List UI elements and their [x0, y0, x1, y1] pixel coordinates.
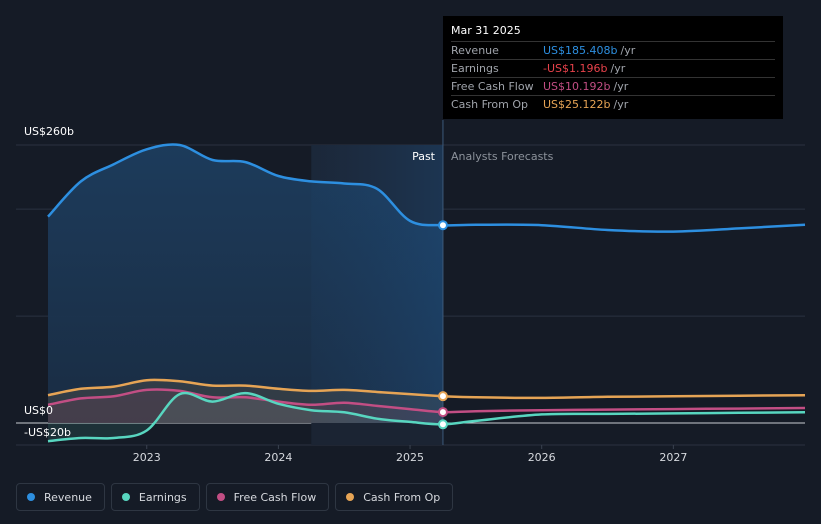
tooltip-unit: /yr — [610, 62, 626, 75]
marker-earnings — [437, 419, 448, 430]
tooltip-value: -US$1.196b — [543, 62, 608, 75]
legend-label: Cash From Op — [363, 490, 441, 504]
legend-item-earnings[interactable]: Earnings — [110, 483, 200, 511]
tooltip-value: US$10.192b — [543, 80, 611, 93]
legend-label: Revenue — [44, 490, 92, 504]
tooltip-row-revenue: Revenue US$185.408b /yr — [451, 42, 775, 60]
tooltip-unit: /yr — [613, 80, 629, 93]
marker-cash-from-op — [437, 391, 448, 402]
highlight-band — [311, 145, 443, 423]
legend-dot-icon — [216, 493, 225, 501]
legend-item-revenue[interactable]: Revenue — [16, 483, 105, 511]
line-cash-from-op — [47, 378, 806, 400]
tooltip-label: Revenue — [451, 44, 499, 57]
legend-label: Free Cash Flow — [233, 490, 317, 504]
legend-item-free-cash-flow[interactable]: Free Cash Flow — [205, 483, 330, 511]
line-free-cash-flow — [47, 388, 806, 414]
tooltip: Mar 31 2025 Revenue US$185.408b /yr Earn… — [443, 16, 783, 119]
tooltip-unit: /yr — [620, 44, 636, 57]
line-earnings — [47, 391, 806, 443]
x-tick-label: 2023 — [133, 451, 161, 464]
x-tick-label: 2024 — [264, 451, 292, 464]
legend-item-cash-from-op[interactable]: Cash From Op — [335, 483, 454, 511]
legend-dot-icon — [346, 493, 355, 501]
marker-revenue — [437, 220, 448, 231]
tooltip-label: Free Cash Flow — [451, 80, 534, 93]
x-tick-label: 2027 — [659, 451, 687, 464]
y-axis-bottom-label: -US$20b — [24, 426, 71, 439]
y-axis-top-label: US$260b — [24, 125, 74, 138]
legend: Revenue Earnings Free Cash Flow Cash Fro… — [16, 483, 454, 511]
x-tick-label: 2026 — [528, 451, 556, 464]
past-label: Past — [412, 150, 436, 163]
y-axis-zero-label: US$0 — [24, 404, 53, 417]
forecast-label: Analysts Forecasts — [451, 150, 554, 163]
legend-dot-icon — [121, 493, 130, 501]
tooltip-label: Earnings — [451, 62, 499, 75]
legend-dot-icon — [27, 493, 35, 501]
legend-label: Earnings — [138, 490, 187, 504]
line-revenue — [47, 143, 806, 233]
tooltip-unit: /yr — [613, 98, 629, 111]
marker-free-cash-flow — [437, 407, 448, 418]
x-tick-label: 2025 — [396, 451, 424, 464]
tooltip-date: Mar 31 2025 — [451, 23, 775, 42]
tooltip-value: US$185.408b — [543, 44, 618, 57]
tooltip-row-cash-from-op: Cash From Op US$25.122b /yr — [451, 96, 775, 113]
tooltip-label: Cash From Op — [451, 98, 529, 111]
tooltip-row-free-cash-flow: Free Cash Flow US$10.192b /yr — [451, 78, 775, 96]
tooltip-value: US$25.122b — [543, 98, 611, 111]
tooltip-row-earnings: Earnings -US$1.196b /yr — [451, 60, 775, 78]
